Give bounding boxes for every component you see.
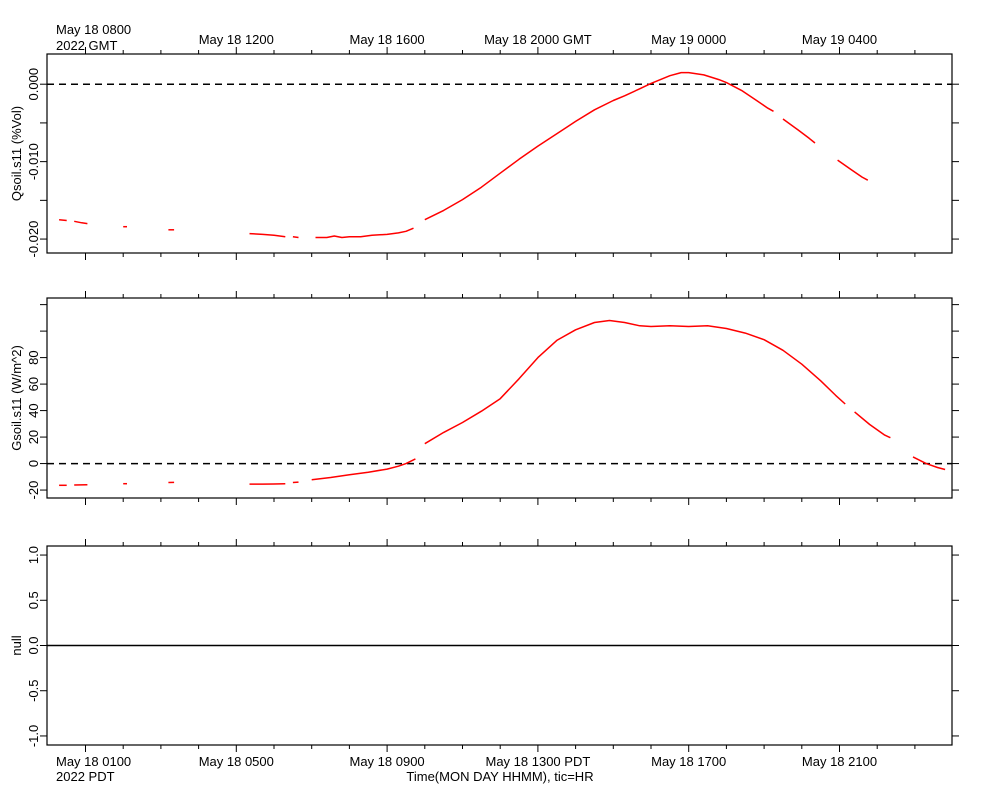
y-tick-label: 0.000 bbox=[26, 68, 41, 101]
series-line-segment bbox=[782, 118, 816, 144]
series-line-segment bbox=[74, 220, 88, 225]
x-axis-title: Time(MON DAY HHMM), tic=HR bbox=[406, 769, 593, 784]
pdt-tick-label: May 18 2100 bbox=[802, 754, 877, 769]
y-tick-label: 40 bbox=[26, 403, 41, 417]
y-tick-label: 1.0 bbox=[26, 546, 41, 564]
y-axis-title: Gsoil.s11 (W/m^2) bbox=[9, 345, 24, 451]
y-tick-label: 20 bbox=[26, 430, 41, 444]
series-line-segment bbox=[912, 456, 946, 471]
gmt-tick-label: May 19 0400 bbox=[802, 32, 877, 47]
y-tick-label: 0 bbox=[26, 460, 41, 467]
gmt-tick-label: May 18 1200 bbox=[199, 32, 274, 47]
pdt-tick-label: May 18 0900 bbox=[350, 754, 425, 769]
gmt-tick-label: May 18 1600 bbox=[350, 32, 425, 47]
gmt-year-zone-label: 2022 GMT bbox=[56, 38, 117, 53]
y-axis-title: null bbox=[9, 635, 24, 655]
y-tick-label: 0.0 bbox=[26, 636, 41, 654]
y-axis-title: Qsoil.s11 (%Vol) bbox=[9, 106, 24, 201]
gmt-tick-labels: May 18 1200 May 18 1600 May 18 2000 GMT May… bbox=[199, 32, 877, 47]
plot-frame bbox=[46, 297, 953, 499]
pdt-start-date-label: May 18 0100 bbox=[56, 754, 131, 769]
series-line-segment bbox=[59, 218, 67, 222]
gmt-tick-label: May 19 0000 bbox=[651, 32, 726, 47]
series-line-segment bbox=[424, 319, 846, 445]
series-line-segment bbox=[249, 232, 286, 238]
y-tick-label: 0.5 bbox=[26, 591, 41, 609]
panel-qsoil: 0.000 -0.010 -0.020 Qsoil.s11 (%Vol) bbox=[9, 47, 959, 260]
series-line-segment bbox=[424, 71, 774, 221]
plot-frame bbox=[46, 53, 953, 254]
series-line-segment bbox=[837, 159, 869, 181]
pdt-tick-labels: May 18 0500 May 18 0900 May 18 1300 PDT May… bbox=[199, 754, 877, 769]
y-tick-label: 60 bbox=[26, 377, 41, 391]
panel-null: -1.0 -0.5 0.0 0.5 1.0 null bbox=[9, 539, 959, 752]
series-line-segment bbox=[854, 411, 891, 439]
gmt-start-date-label: May 18 0800 bbox=[56, 22, 131, 37]
pdt-tick-label: May 18 1700 bbox=[651, 754, 726, 769]
y-tick-label: -1.0 bbox=[26, 725, 41, 747]
gmt-tick-label: May 18 2000 GMT bbox=[484, 32, 592, 47]
pdt-year-zone-label: 2022 PDT bbox=[56, 769, 115, 784]
series-line-segment bbox=[311, 458, 416, 481]
pdt-tick-label: May 18 1300 PDT bbox=[486, 754, 591, 769]
series-line-segment bbox=[315, 227, 414, 239]
y-tick-label: -0.5 bbox=[26, 680, 41, 702]
pdt-tick-label: May 18 0500 bbox=[199, 754, 274, 769]
y-tick-label: -0.020 bbox=[26, 221, 41, 258]
y-tick-label: -20 bbox=[26, 481, 41, 500]
y-tick-label: -0.010 bbox=[26, 143, 41, 180]
y-tick-label: 80 bbox=[26, 350, 41, 364]
series-line-segment bbox=[292, 235, 299, 239]
